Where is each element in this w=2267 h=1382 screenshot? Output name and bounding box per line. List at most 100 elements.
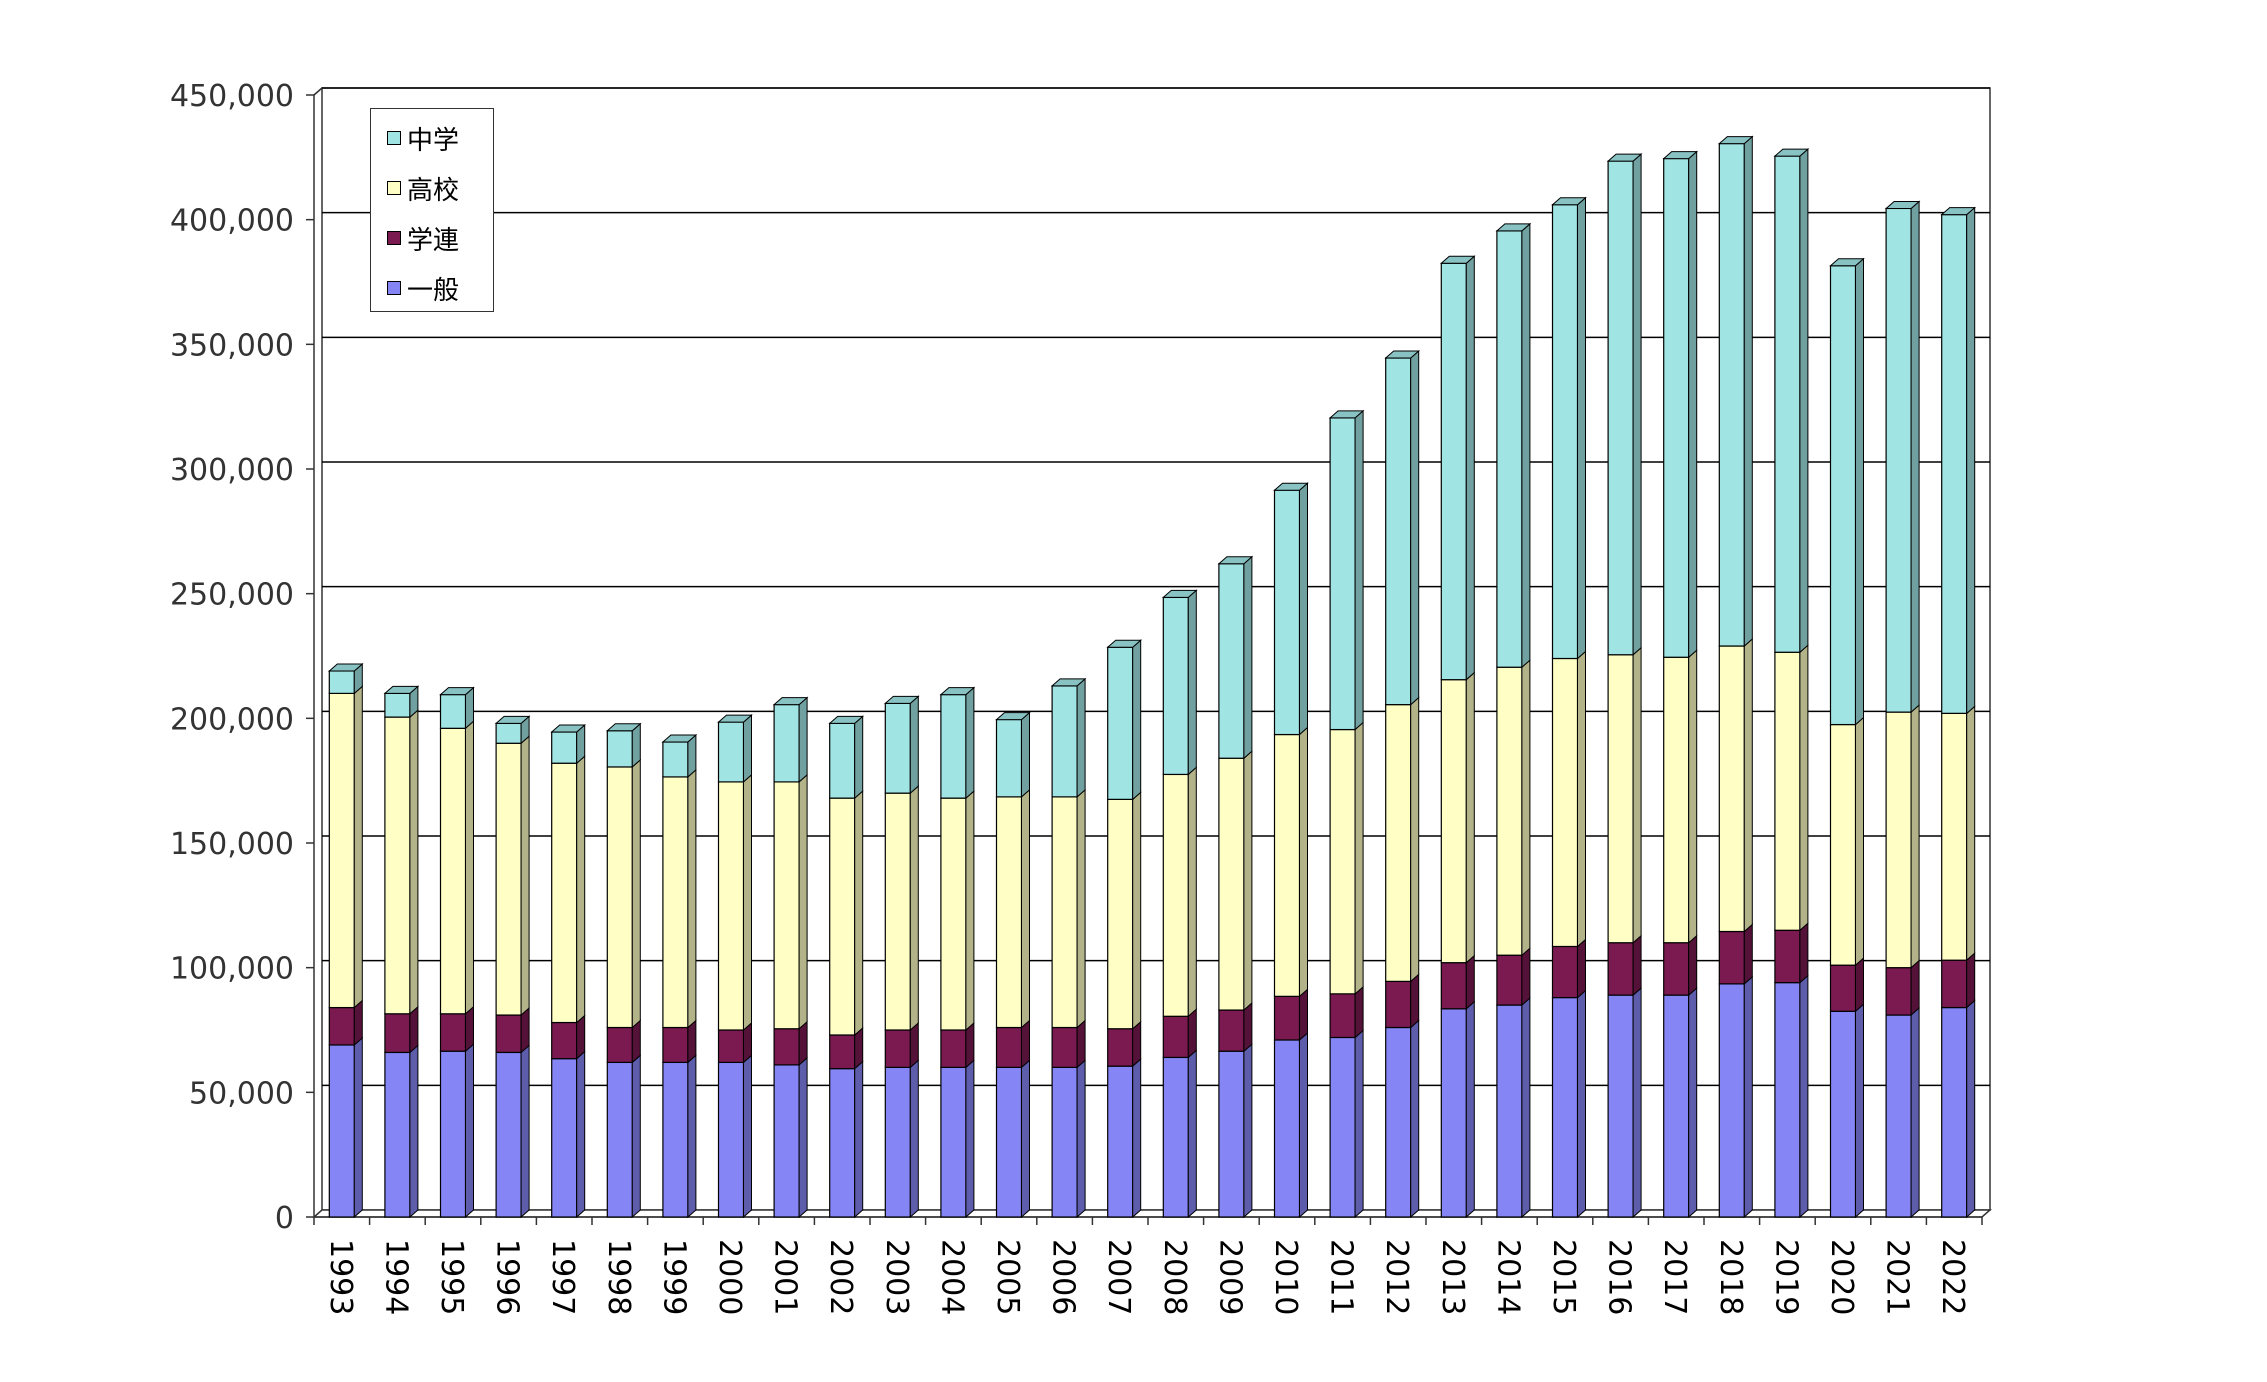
bar-2010-中学 bbox=[1273, 482, 1309, 736]
bar-1999-高校 bbox=[662, 768, 697, 1029]
bar-2016-高校 bbox=[1607, 646, 1642, 944]
bar-2020-中学 bbox=[1829, 257, 1865, 726]
bar-2000-学連 bbox=[717, 1021, 752, 1064]
x-tick-label: 2009 bbox=[1212, 1239, 1247, 1315]
bar-1998-学連 bbox=[606, 1019, 641, 1064]
bar-1997-一般 bbox=[551, 1050, 586, 1219]
x-tick-label: 2016 bbox=[1602, 1239, 1637, 1315]
bar-2001-一般 bbox=[773, 1056, 808, 1219]
bar-2019-一般 bbox=[1774, 974, 1809, 1219]
bar-2004-学連 bbox=[940, 1021, 975, 1069]
bar-2018-高校 bbox=[1718, 637, 1753, 933]
bar-2004-中学 bbox=[939, 686, 976, 800]
bar-2019-高校 bbox=[1774, 644, 1809, 932]
bar-2016-学連 bbox=[1607, 934, 1642, 997]
bar-2001-高校 bbox=[773, 773, 808, 1030]
bar-2000-高校 bbox=[717, 773, 752, 1032]
bar-2015-学連 bbox=[1551, 938, 1586, 999]
gridlines bbox=[322, 87, 1990, 1087]
bar-2006-学連 bbox=[1051, 1019, 1086, 1069]
legend-label-chugaku: 中学 bbox=[407, 125, 460, 156]
bar-2016-中学 bbox=[1606, 152, 1643, 656]
x-tick-label: 2002 bbox=[823, 1239, 858, 1315]
x-tick-label: 2007 bbox=[1101, 1239, 1136, 1315]
x-tick-label: 2000 bbox=[712, 1239, 747, 1315]
x-tick-label: 2021 bbox=[1880, 1239, 1915, 1315]
legend-label-ippan: 一般 bbox=[407, 275, 460, 306]
y-tick-label: 450,000 bbox=[170, 79, 294, 114]
bar-2012-一般 bbox=[1385, 1019, 1420, 1219]
legend-label-gakuren: 学連 bbox=[407, 225, 460, 256]
legend-item-ippan: 一般 bbox=[387, 273, 459, 306]
x-tick-label: 2001 bbox=[768, 1239, 803, 1315]
bar-2011-中学 bbox=[1328, 409, 1365, 731]
x-tick-label: 2012 bbox=[1379, 1239, 1414, 1315]
bar-1994-一般 bbox=[384, 1044, 419, 1219]
x-tick-label: 2008 bbox=[1157, 1239, 1192, 1315]
bar-2004-一般 bbox=[940, 1059, 975, 1219]
bar-2003-高校 bbox=[884, 785, 919, 1032]
x-tick-label: 2018 bbox=[1713, 1239, 1748, 1315]
bar-2006-高校 bbox=[1051, 788, 1086, 1029]
bar-2015-中学 bbox=[1551, 196, 1587, 660]
x-tick-label: 2003 bbox=[879, 1239, 914, 1315]
bar-2004-高校 bbox=[940, 790, 975, 1032]
bar-2009-学連 bbox=[1218, 1001, 1253, 1053]
plot-back-wall bbox=[321, 87, 1991, 1211]
x-tick-labels: 1993 1994 1995 1996 1997 1998 1999 2000 2001 2002… bbox=[323, 1239, 1970, 1315]
bar-2002-高校 bbox=[829, 790, 864, 1037]
y-tick-label: 400,000 bbox=[170, 204, 294, 239]
bar-1993-高校 bbox=[328, 685, 363, 1009]
bar-2009-一般 bbox=[1218, 1043, 1253, 1219]
x-tick-label: 1993 bbox=[323, 1239, 358, 1315]
bar-1998-中学 bbox=[605, 722, 642, 769]
y-tick-label: 200,000 bbox=[170, 702, 294, 737]
bar-2016-一般 bbox=[1607, 986, 1642, 1219]
bar-1995-一般 bbox=[439, 1043, 474, 1219]
bar-2010-一般 bbox=[1273, 1031, 1308, 1219]
bar-1997-学連 bbox=[551, 1014, 586, 1060]
bar-2020-一般 bbox=[1829, 1003, 1864, 1219]
bar-2003-中学 bbox=[883, 695, 920, 795]
bar-2008-学連 bbox=[1162, 1008, 1197, 1059]
bar-2000-中学 bbox=[717, 713, 753, 784]
bar-2000-一般 bbox=[717, 1054, 752, 1219]
bar-2022-一般 bbox=[1941, 999, 1976, 1219]
bar-2009-中学 bbox=[1217, 555, 1254, 760]
bar-1994-高校 bbox=[384, 708, 419, 1015]
bar-1995-高校 bbox=[439, 720, 474, 1015]
bar-2007-中学 bbox=[1106, 639, 1143, 801]
bar-2003-一般 bbox=[884, 1059, 919, 1219]
bar-1995-中学 bbox=[439, 686, 475, 730]
bar-2007-学連 bbox=[1107, 1020, 1142, 1068]
bar-2020-高校 bbox=[1829, 716, 1864, 967]
bar-2015-高校 bbox=[1551, 650, 1586, 948]
bar-2021-中学 bbox=[1884, 200, 1921, 714]
x-tick-label: 2015 bbox=[1546, 1239, 1581, 1315]
bar-2017-高校 bbox=[1663, 649, 1698, 944]
bar-1995-学連 bbox=[439, 1005, 474, 1053]
legend-swatch-chugaku bbox=[387, 131, 401, 145]
x-tick-label: 1997 bbox=[545, 1239, 580, 1315]
bar-2005-中学 bbox=[995, 711, 1031, 798]
bar-2011-一般 bbox=[1329, 1029, 1364, 1219]
bar-2012-中学 bbox=[1384, 349, 1421, 706]
bar-2020-学連 bbox=[1829, 957, 1864, 1013]
x-tick-label: 2017 bbox=[1657, 1239, 1692, 1315]
x-tick-label: 2011 bbox=[1324, 1239, 1359, 1315]
bar-1993-学連 bbox=[328, 999, 363, 1047]
plot-area bbox=[321, 87, 1991, 1211]
x-tick-label: 2005 bbox=[990, 1239, 1025, 1315]
bar-2014-高校 bbox=[1496, 659, 1531, 957]
y-axis-top bbox=[313, 87, 323, 96]
bar-2006-一般 bbox=[1051, 1059, 1086, 1219]
bar-2006-中学 bbox=[1050, 677, 1087, 798]
bar-2005-学連 bbox=[995, 1019, 1030, 1069]
bar-1996-高校 bbox=[495, 735, 530, 1017]
bar-1996-中学 bbox=[494, 715, 531, 745]
x-tick-label: 2013 bbox=[1435, 1239, 1470, 1315]
bars bbox=[327, 135, 1977, 1219]
bar-2014-学連 bbox=[1496, 947, 1531, 1007]
bar-2022-高校 bbox=[1941, 705, 1976, 962]
